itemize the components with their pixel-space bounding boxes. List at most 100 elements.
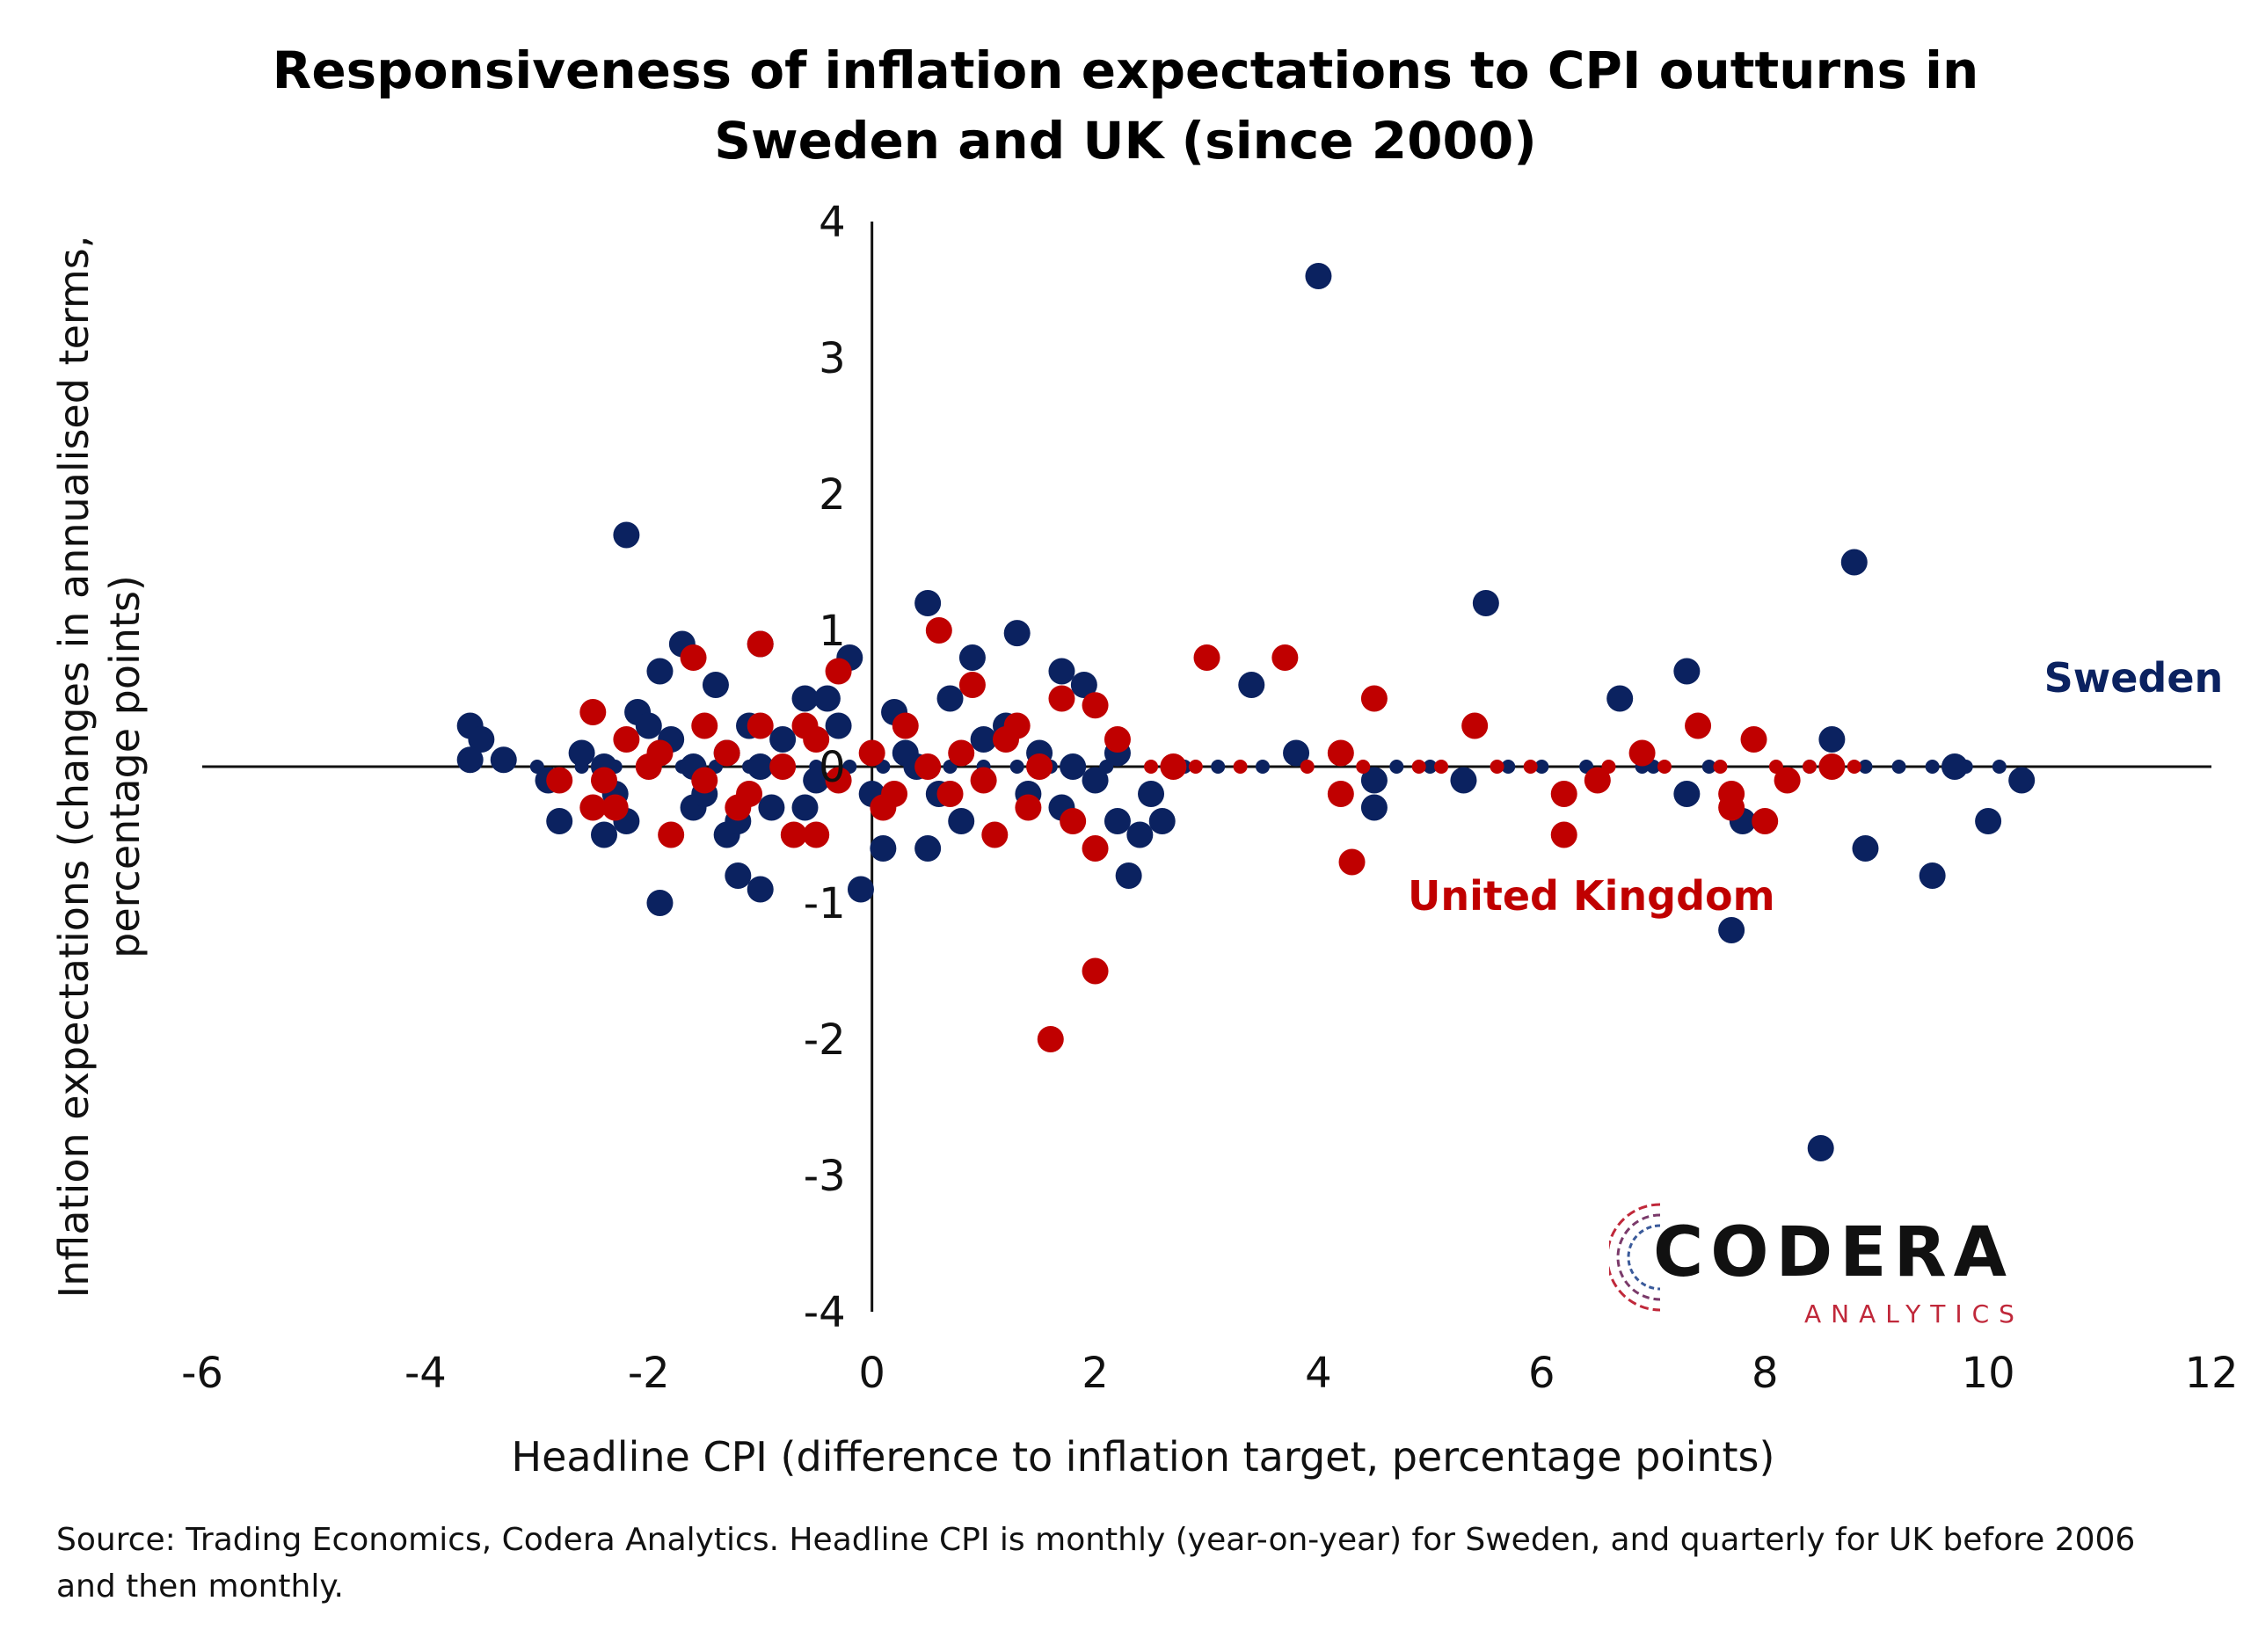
data-point-sweden xyxy=(1534,760,1549,774)
data-point-uk xyxy=(1360,685,1388,712)
data-point-uk xyxy=(1490,760,1504,774)
data-point-uk xyxy=(1271,644,1299,671)
data-point-sweden xyxy=(456,746,484,774)
data-point-uk xyxy=(1338,848,1366,876)
chart-title: Responsiveness of inflation expectations… xyxy=(0,35,2251,176)
data-point-uk xyxy=(914,753,942,780)
data-point-uk xyxy=(680,644,707,671)
data-point-uk xyxy=(1082,957,1109,985)
data-point-uk xyxy=(803,726,830,753)
axis-labels: Headline CPI (difference to inflation ta… xyxy=(50,236,2223,1481)
x-axis-label: Headline CPI (difference to inflation ta… xyxy=(512,1433,1775,1481)
data-point-sweden xyxy=(1003,620,1031,647)
data-point-uk xyxy=(1818,753,1846,780)
data-point-sweden xyxy=(1807,1135,1834,1161)
data-point-sweden xyxy=(1360,767,1388,794)
data-point-uk xyxy=(1037,1026,1064,1052)
data-point-uk xyxy=(1803,760,1817,774)
united-kingdom-label: United Kingdom xyxy=(1408,872,1775,920)
x-tick-label: -4 xyxy=(404,1349,447,1398)
data-point-sweden xyxy=(948,808,975,834)
data-point-uk xyxy=(1188,760,1203,774)
data-point-uk xyxy=(747,630,774,658)
logo-mark-icon xyxy=(1609,1203,1661,1312)
data-point-sweden xyxy=(1992,760,2007,774)
data-point-uk xyxy=(1082,835,1109,862)
data-point-sweden xyxy=(1138,781,1165,807)
data-point-sweden xyxy=(725,862,752,889)
data-point-sweden xyxy=(568,739,595,767)
data-point-sweden xyxy=(1104,808,1131,834)
data-point-uk xyxy=(1026,753,1053,780)
data-point-uk xyxy=(591,767,617,794)
data-point-sweden xyxy=(747,753,774,780)
data-point-uk xyxy=(858,739,885,767)
logo-subtitle: ANALYTICS xyxy=(1804,1299,2024,1328)
x-tick-label: 4 xyxy=(1305,1349,1332,1398)
data-point-uk xyxy=(1356,760,1371,774)
data-point-uk xyxy=(925,617,952,644)
data-point-uk xyxy=(1144,760,1159,774)
data-point-uk xyxy=(870,794,897,821)
y-axis-label-line-1: Inflation expectations (changes in annua… xyxy=(50,236,98,1299)
chart-title-line-1: Responsiveness of inflation expectations… xyxy=(272,40,1979,100)
data-point-uk xyxy=(579,794,607,821)
y-tick-label: -3 xyxy=(804,1152,846,1201)
data-point-sweden xyxy=(791,794,819,821)
data-point-uk xyxy=(1434,760,1449,774)
data-point-uk xyxy=(1060,808,1087,834)
sweden-series xyxy=(456,263,2036,1161)
data-point-uk xyxy=(1713,760,1728,774)
data-point-uk xyxy=(546,767,573,794)
data-point-uk xyxy=(691,712,718,739)
data-point-sweden xyxy=(1858,760,1873,774)
data-point-uk xyxy=(1550,821,1577,848)
x-tick-label: 2 xyxy=(1082,1349,1109,1398)
data-point-sweden xyxy=(747,876,774,903)
x-tick-label: 0 xyxy=(858,1349,885,1398)
data-point-uk xyxy=(1193,644,1220,671)
data-point-sweden xyxy=(1606,685,1634,712)
chart-title-line-2: Sweden and UK (since 2000) xyxy=(714,111,1537,171)
data-point-sweden xyxy=(1673,658,1701,685)
data-point-uk xyxy=(1847,760,1861,774)
data-point-sweden xyxy=(1450,767,1477,794)
data-point-uk xyxy=(1657,760,1672,774)
data-point-uk xyxy=(1300,760,1315,774)
data-point-sweden xyxy=(468,726,495,753)
x-tick-label: 6 xyxy=(1528,1349,1555,1398)
data-point-sweden xyxy=(870,835,897,862)
data-point-sweden xyxy=(1389,760,1404,774)
data-point-uk xyxy=(948,739,975,767)
x-tick-label: -6 xyxy=(181,1349,223,1398)
data-point-sweden xyxy=(1840,549,1868,576)
data-point-uk xyxy=(970,767,997,794)
data-point-sweden xyxy=(1238,672,1265,698)
y-tick-label: -2 xyxy=(804,1015,846,1065)
codera-logo: CODERA ANALYTICS xyxy=(1609,1196,2031,1336)
data-point-sweden xyxy=(1305,263,1332,289)
data-point-sweden xyxy=(1360,794,1388,821)
data-point-sweden xyxy=(1255,760,1270,774)
data-point-sweden xyxy=(791,685,819,712)
data-point-uk xyxy=(747,712,774,739)
x-tick-label: 8 xyxy=(1752,1349,1779,1398)
data-point-sweden xyxy=(1919,862,1946,889)
data-point-uk xyxy=(1584,767,1611,794)
data-point-uk xyxy=(1160,753,1187,780)
data-point-sweden xyxy=(813,685,841,712)
y-axis-label: Inflation expectations (changes in annua… xyxy=(50,236,149,1299)
data-point-sweden xyxy=(613,521,640,549)
data-point-uk xyxy=(1104,726,1131,753)
data-point-uk xyxy=(691,767,718,794)
data-point-sweden xyxy=(2008,767,2036,794)
data-point-sweden xyxy=(825,712,852,739)
data-point-uk xyxy=(1327,781,1354,807)
data-point-uk xyxy=(601,794,629,821)
y-tick-label: 1 xyxy=(819,607,846,656)
logo-wordmark: CODERA xyxy=(1653,1213,2014,1292)
sweden-label: Sweden xyxy=(2044,654,2224,702)
data-point-sweden xyxy=(914,835,942,862)
